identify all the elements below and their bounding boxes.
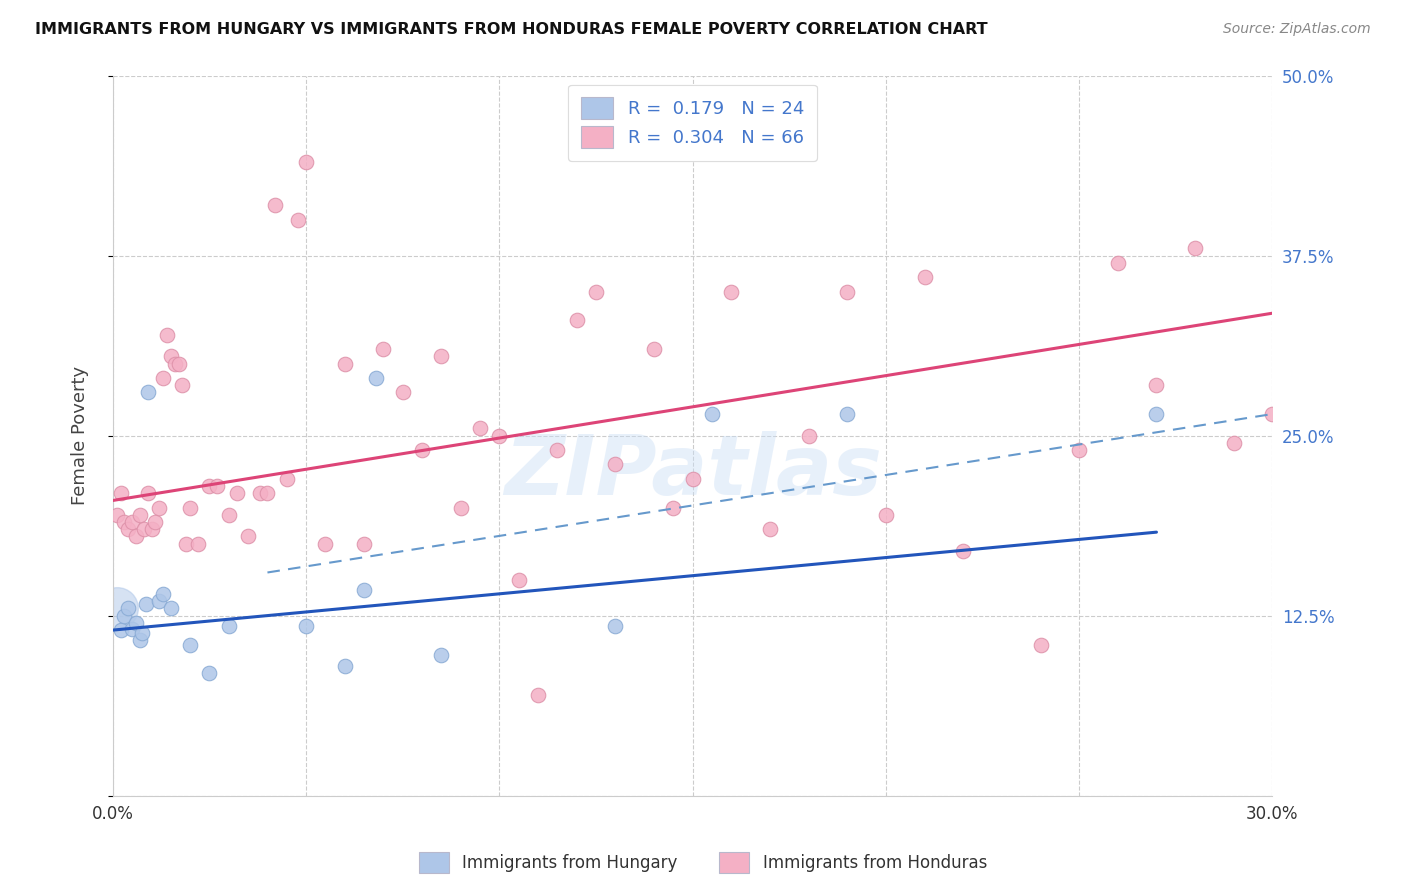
- Point: [117, 522, 139, 536]
- Point: [1146, 407, 1168, 421]
- Point: [605, 619, 627, 633]
- Point: [585, 285, 607, 299]
- Point: [131, 626, 153, 640]
- Point: [218, 508, 240, 522]
- Point: [1029, 638, 1052, 652]
- Text: IMMIGRANTS FROM HUNGARY VS IMMIGRANTS FROM HONDURAS FEMALE POVERTY CORRELATION C: IMMIGRANTS FROM HUNGARY VS IMMIGRANTS FR…: [35, 22, 988, 37]
- Point: [249, 486, 271, 500]
- Point: [136, 385, 159, 400]
- Point: [797, 428, 820, 442]
- Legend: R =  0.179   N = 24, R =  0.304   N = 66: R = 0.179 N = 24, R = 0.304 N = 66: [568, 85, 817, 161]
- Point: [163, 357, 186, 371]
- Point: [333, 659, 356, 673]
- Point: [391, 385, 413, 400]
- Point: [179, 500, 201, 515]
- Point: [1146, 378, 1168, 392]
- Point: [160, 350, 183, 364]
- Point: [643, 342, 665, 356]
- Point: [187, 537, 209, 551]
- Point: [1069, 443, 1091, 458]
- Y-axis label: Female Poverty: Female Poverty: [72, 366, 89, 505]
- Point: [125, 529, 148, 543]
- Point: [152, 371, 174, 385]
- Point: [148, 500, 170, 515]
- Point: [218, 619, 240, 633]
- Point: [276, 472, 298, 486]
- Point: [914, 270, 936, 285]
- Point: [373, 342, 395, 356]
- Point: [875, 508, 897, 522]
- Point: [837, 407, 859, 421]
- Point: [295, 619, 318, 633]
- Point: [152, 587, 174, 601]
- Point: [488, 428, 510, 442]
- Point: [468, 421, 491, 435]
- Point: [225, 486, 247, 500]
- Point: [662, 500, 685, 515]
- Point: [148, 594, 170, 608]
- Point: [105, 508, 128, 522]
- Point: [117, 601, 139, 615]
- Point: [205, 479, 228, 493]
- Point: [110, 623, 132, 637]
- Text: ZIPatlas: ZIPatlas: [503, 431, 882, 512]
- Point: [256, 486, 278, 500]
- Point: [353, 582, 375, 597]
- Point: [179, 638, 201, 652]
- Legend: Immigrants from Hungary, Immigrants from Honduras: Immigrants from Hungary, Immigrants from…: [412, 846, 994, 880]
- Point: [546, 443, 568, 458]
- Point: [156, 327, 179, 342]
- Point: [264, 198, 287, 212]
- Point: [167, 357, 190, 371]
- Point: [129, 633, 152, 648]
- Point: [135, 597, 157, 611]
- Point: [508, 573, 530, 587]
- Point: [364, 371, 387, 385]
- Point: [132, 522, 155, 536]
- Point: [236, 529, 259, 543]
- Point: [110, 486, 132, 500]
- Point: [314, 537, 336, 551]
- Point: [430, 648, 453, 662]
- Point: [333, 357, 356, 371]
- Point: [527, 688, 550, 702]
- Point: [605, 458, 627, 472]
- Point: [198, 666, 221, 681]
- Point: [952, 544, 974, 558]
- Point: [172, 378, 194, 392]
- Point: [450, 500, 472, 515]
- Point: [1184, 241, 1206, 255]
- Text: Source: ZipAtlas.com: Source: ZipAtlas.com: [1223, 22, 1371, 37]
- Point: [759, 522, 782, 536]
- Point: [125, 615, 148, 630]
- Point: [114, 608, 136, 623]
- Point: [1107, 256, 1129, 270]
- Point: [1222, 435, 1244, 450]
- Point: [114, 515, 136, 529]
- Point: [411, 443, 433, 458]
- Point: [141, 522, 163, 536]
- Point: [682, 472, 704, 486]
- Point: [160, 601, 183, 615]
- Point: [287, 212, 309, 227]
- Point: [295, 155, 318, 169]
- Point: [700, 407, 723, 421]
- Point: [121, 515, 143, 529]
- Point: [565, 313, 588, 327]
- Point: [837, 285, 859, 299]
- Point: [136, 486, 159, 500]
- Point: [198, 479, 221, 493]
- Point: [430, 350, 453, 364]
- Point: [720, 285, 742, 299]
- Point: [1261, 407, 1284, 421]
- Point: [129, 508, 152, 522]
- Point: [353, 537, 375, 551]
- Point: [105, 601, 128, 615]
- Point: [121, 622, 143, 636]
- Point: [174, 537, 197, 551]
- Point: [145, 515, 167, 529]
